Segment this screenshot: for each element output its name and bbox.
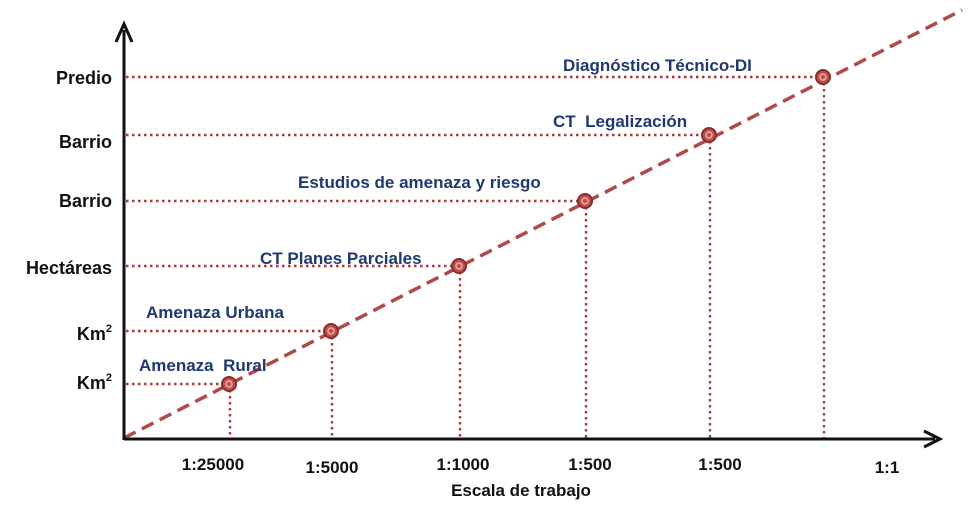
marker-ct-legalizacion [701,127,717,143]
y-label-predio: Predio [56,68,112,88]
x-tick-1-5000: 1:5000 [306,458,359,477]
y-label-barrio-1: Barrio [59,132,112,152]
x-tick-1-25000: 1:25000 [182,455,244,474]
marker-amenaza-urbana [323,323,339,339]
y-label-km2-rural: Km2 [77,372,112,393]
y-axis-arrow-icon [114,20,134,43]
y-label-hectareas: Hectáreas [26,258,112,278]
label-amenaza-urbana: Amenaza Urbana [146,303,284,322]
axes [114,20,944,449]
x-axis-title: Escala de trabajo [451,481,591,500]
marker-estudios-amenaza-riesgo [577,193,593,209]
x-axis-arrow-icon [923,429,944,449]
label-ct-planes-parciales: CT Planes Parciales [260,249,422,268]
x-tick-1-1: 1:1 [875,458,900,477]
x-tick-1-500-b: 1:500 [698,455,741,474]
label-diagnostico-tecnico: Diagnóstico Técnico-DI [563,56,752,75]
label-ct-legalizacion: CT Legalización [553,112,687,131]
vertical-guides [228,77,826,440]
y-label-barrio-2: Barrio [59,191,112,211]
marker-amenaza-rural [221,376,237,392]
horizontal-guides [126,75,822,386]
markers [221,69,831,392]
y-label-km2-urbana: Km2 [77,323,112,344]
x-axis-labels: 1:25000 1:5000 1:1000 1:500 1:500 1:1 Es… [182,455,899,500]
x-tick-1-500-a: 1:500 [568,455,611,474]
marker-ct-planes-parciales [451,258,467,274]
label-estudios-amenaza-riesgo: Estudios de amenaza y riesgo [298,173,541,192]
label-amenaza-rural: Amenaza Rural [139,356,267,375]
x-tick-1-1000: 1:1000 [437,455,490,474]
point-labels: Amenaza Rural Amenaza Urbana CT Planes P… [139,56,752,375]
marker-diagnostico-tecnico [815,69,831,85]
y-axis-labels: Predio Barrio Barrio Hectáreas Km2 Km2 [26,68,112,393]
